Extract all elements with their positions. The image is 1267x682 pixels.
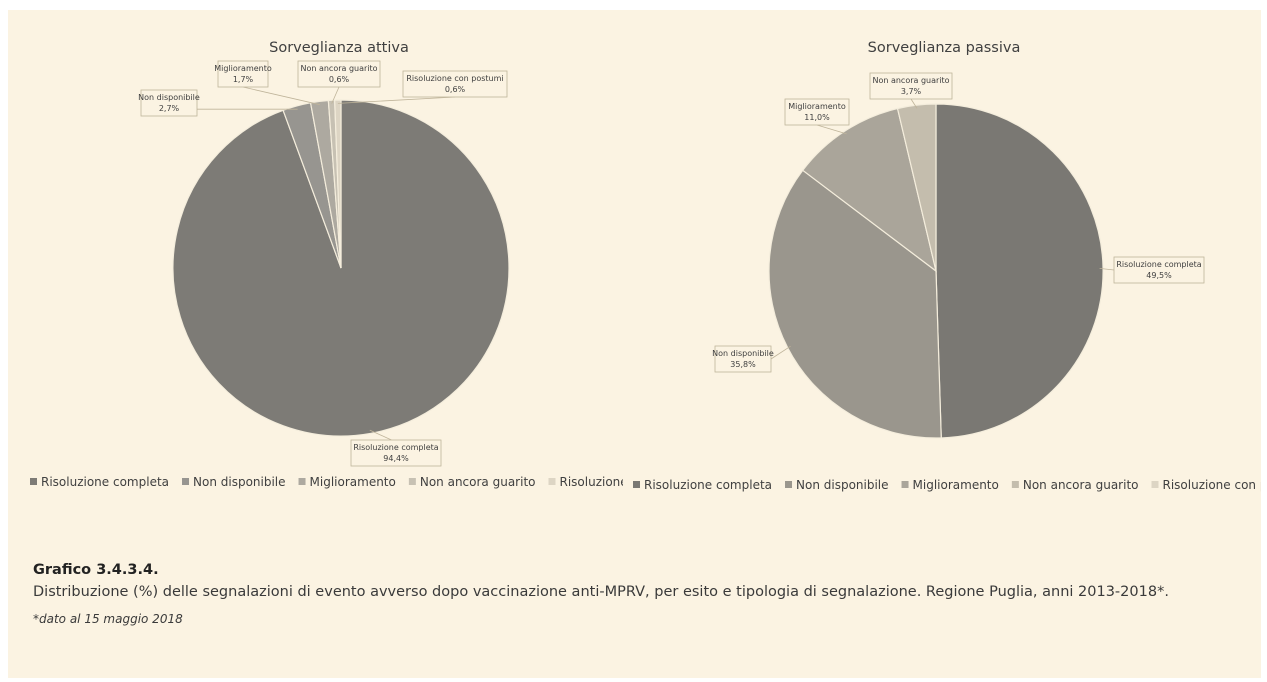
legend-swatch <box>548 478 556 485</box>
data-label-box <box>140 89 198 117</box>
data-label-value: 0,6% <box>445 85 466 94</box>
data-label-box <box>1113 256 1205 284</box>
legend-item: Risoluzione completa <box>41 475 169 489</box>
pie-chart-passiva: Sorveglianza passiva Risoluzione completa… <box>633 40 1262 492</box>
data-label-category: Non disponibile <box>712 349 774 358</box>
data-label-category: Miglioramento <box>788 102 846 111</box>
pie-slice <box>935 103 1104 439</box>
data-label-value: 94,4% <box>383 454 409 463</box>
legend-swatch <box>633 481 640 488</box>
data-label-value: 3,7% <box>901 87 922 96</box>
label-leader-line <box>331 86 340 104</box>
data-label-category: Risoluzione con postumi <box>406 74 503 83</box>
legend-item: Miglioramento <box>913 478 999 492</box>
data-label-box <box>784 98 850 126</box>
data-label-box <box>402 70 508 98</box>
legend-swatch <box>408 478 416 485</box>
legend-item: Non ancora guarito <box>420 475 536 489</box>
legend-swatch <box>901 481 909 488</box>
data-label-box <box>350 439 442 467</box>
legend-item: Non disponibile <box>193 475 286 489</box>
data-label-value: 0,6% <box>329 75 350 84</box>
legend-item: Non ancora guarito <box>1023 478 1139 492</box>
data-label-category: Non disponibile <box>138 93 200 102</box>
pie-slice <box>896 103 937 272</box>
pie-slice <box>801 107 937 273</box>
legend-item: Non disponibile <box>796 478 889 492</box>
figure-panel: Sorveglianza attiva Risoluzione completa 9… <box>8 10 1261 678</box>
legend-swatch <box>785 481 793 488</box>
label-leader-line <box>910 98 918 109</box>
data-label-value: 11,0% <box>804 113 830 122</box>
data-label-category: Risoluzione completa <box>353 443 438 452</box>
data-label-category: Risoluzione completa <box>1116 260 1201 269</box>
pie-slice <box>334 99 342 269</box>
legend-item: Miglioramento <box>310 475 396 489</box>
label-leader-line <box>1099 268 1115 271</box>
legend-item: Risoluzione completa <box>644 478 772 492</box>
data-label-value: 35,8% <box>730 360 756 369</box>
caption-note: *dato al 15 maggio 2018 <box>33 612 183 626</box>
caption-text: Distribuzione (%) delle segnalazioni di … <box>33 584 1169 600</box>
legend-swatch <box>1011 481 1019 488</box>
label-leader-line <box>242 86 320 106</box>
legend-swatch <box>182 478 190 485</box>
label-leader-line <box>816 124 847 135</box>
legend-item: Risoluzione con postumi <box>1163 478 1262 492</box>
data-label-value: 2,7% <box>159 104 180 113</box>
chart-title: Sorveglianza passiva <box>868 40 1021 56</box>
data-label-value: 49,5% <box>1146 271 1172 280</box>
label-leader-line <box>369 429 392 441</box>
data-label-box <box>869 72 953 100</box>
legend-swatch <box>298 478 306 485</box>
chart-title: Sorveglianza attiva <box>269 40 409 56</box>
legend-item: Risoluzione con <box>560 475 624 489</box>
legend-swatch <box>30 478 37 485</box>
caption-title: Grafico 3.4.3.4. <box>33 562 159 578</box>
legend-swatch <box>1151 481 1159 488</box>
label-leader-line <box>337 96 456 104</box>
data-label-box <box>714 345 772 373</box>
data-label-category: Non ancora guarito <box>872 76 949 85</box>
pie-chart-attiva: Sorveglianza attiva Risoluzione completa 9… <box>30 40 624 489</box>
data-label-box <box>297 60 381 88</box>
data-label-category: Miglioramento <box>214 64 272 73</box>
figure-caption: Grafico 3.4.3.4. Distribuzione (%) delle… <box>33 562 1258 626</box>
data-label-value: 1,7% <box>233 75 254 84</box>
label-leader-line <box>770 345 791 360</box>
data-label-box <box>217 60 269 88</box>
data-label-category: Non ancora guarito <box>300 64 377 73</box>
